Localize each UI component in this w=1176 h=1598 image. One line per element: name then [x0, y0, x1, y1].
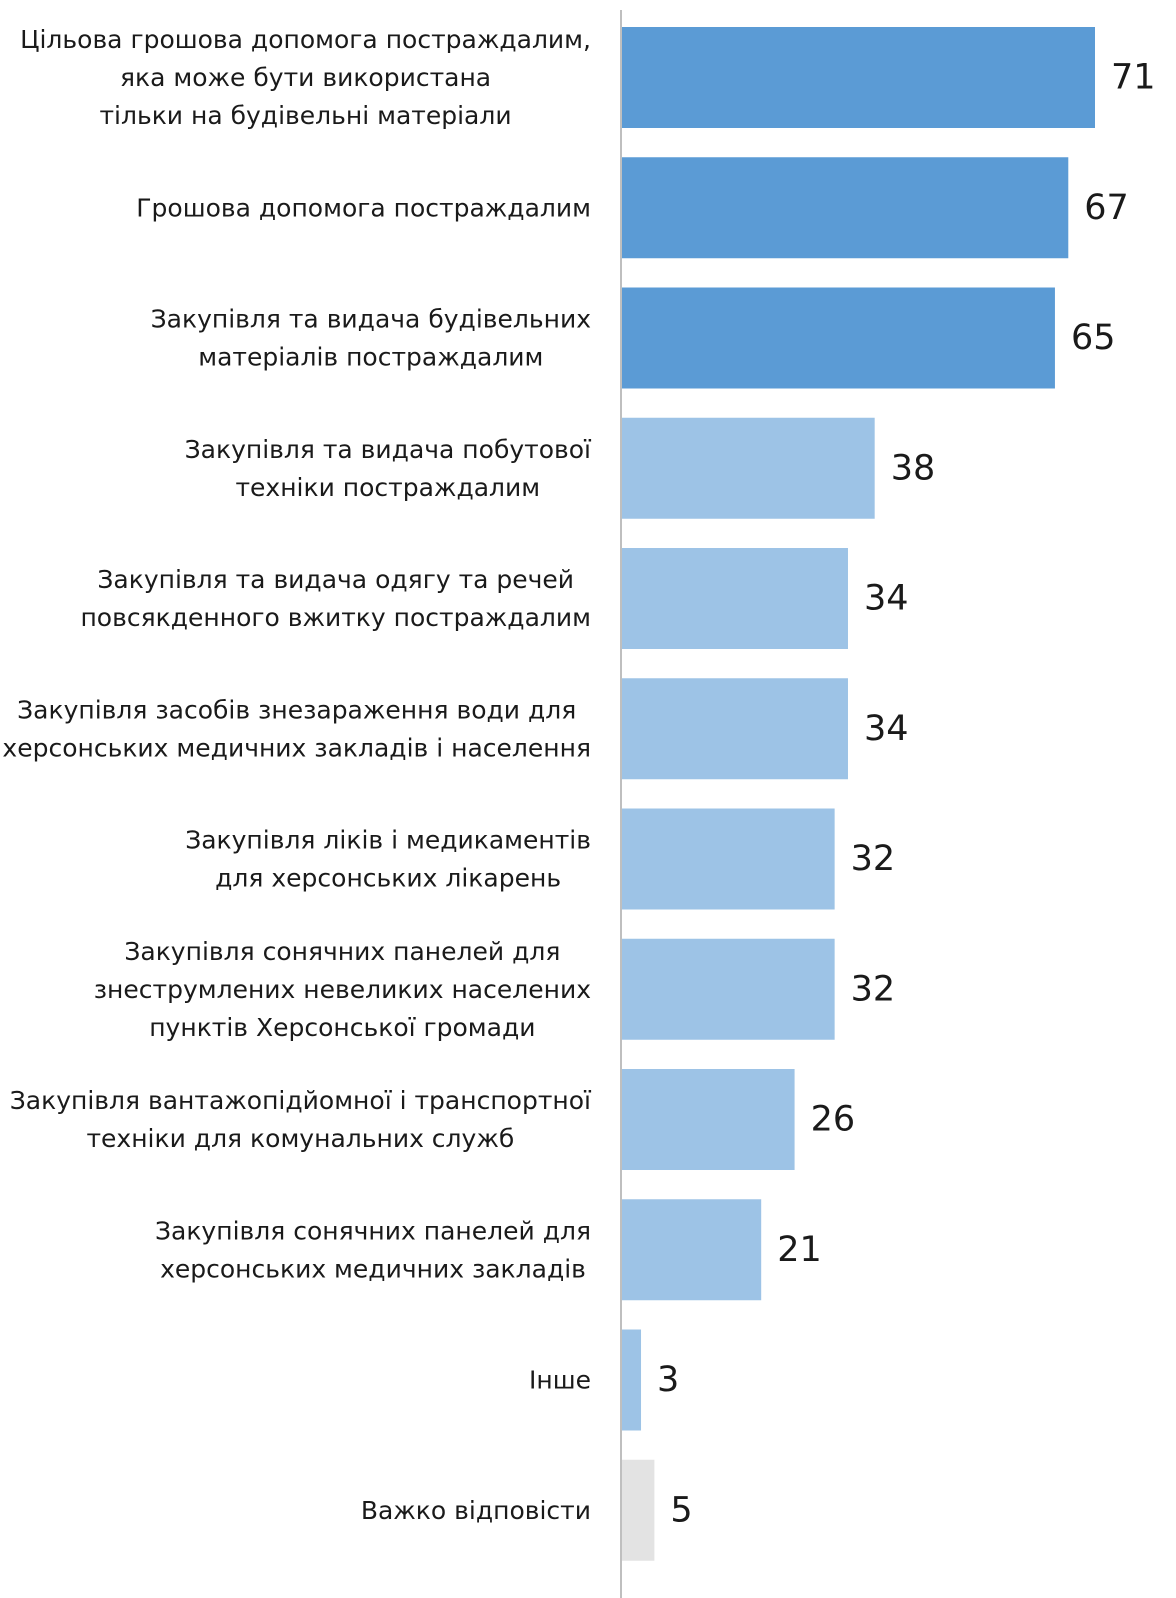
- bar-1: [621, 27, 1095, 128]
- category-label-line: матеріалів постраждалим: [198, 343, 543, 372]
- category-label-line: Закупівля та видача будівельних: [151, 305, 591, 334]
- category-label-line: Закупівля ліків і медикаментів: [185, 826, 591, 855]
- category-label-7: Закупівля ліків і медикаментів для херсон…: [185, 826, 591, 893]
- category-label-line: Грошова допомога постраждалим: [136, 193, 591, 222]
- category-label-line: техніки для комунальних служб: [86, 1124, 514, 1153]
- category-label-line: Важко відповісти: [361, 1496, 591, 1525]
- value-label-5: 34: [864, 579, 909, 619]
- bar-6: [621, 678, 848, 780]
- value-label-6: 34: [864, 709, 909, 749]
- bar-3: [621, 287, 1055, 389]
- value-label-7: 32: [851, 839, 896, 879]
- value-label-10: 21: [777, 1230, 822, 1270]
- category-label-line: Закупівля вантажопідйомної і транспортно…: [10, 1086, 592, 1115]
- bar-7: [621, 808, 835, 910]
- category-label-line: Закупівля засобів знезараження води для: [17, 695, 576, 724]
- bar-4: [621, 417, 875, 519]
- category-label-10: Закупівля сонячних панелей для херсонськи…: [155, 1216, 591, 1283]
- bar-5: [621, 548, 848, 649]
- bar-12: [621, 1459, 655, 1561]
- category-label-line: яка може бути використана: [120, 63, 491, 92]
- bar-8: [621, 938, 835, 1040]
- category-label-line: Закупівля та видача побутової: [185, 435, 592, 464]
- category-label-9: Закупівля вантажопідйомної і транспортно…: [10, 1086, 592, 1153]
- category-label-3: Закупівля та видача будівельних матеріалі…: [151, 305, 591, 372]
- category-label-6: Закупівля засобів знезараження води для х…: [2, 695, 591, 762]
- category-label-line: херсонських медичних закладів і населенн…: [2, 733, 591, 762]
- category-label-line: тільки на будівельні матеріали: [99, 101, 511, 130]
- category-label-line: для херсонських лікарень: [215, 864, 561, 893]
- category-label-line: техніки постраждалим: [235, 473, 540, 502]
- value-label-3: 65: [1071, 318, 1116, 358]
- bars-layer: [621, 27, 1095, 1561]
- value-label-1: 71: [1111, 58, 1156, 98]
- category-label-line: Інше: [529, 1366, 591, 1395]
- bar-11: [621, 1329, 642, 1431]
- category-label-line: Цільова грошова допомога постраждалим,: [20, 25, 591, 54]
- category-label-line: повсякденного вжитку постраждалим: [80, 603, 591, 632]
- category-label-line: знеструмлених невеликих населених: [94, 975, 591, 1004]
- category-label-4: Закупівля та видача побутової техніки пос…: [185, 435, 592, 502]
- value-label-11: 3: [657, 1360, 679, 1400]
- labels-layer: 71 Цільова грошова допомога постраждалим,…: [2, 25, 1155, 1530]
- bar-10: [621, 1199, 762, 1301]
- category-label-line: Закупівля сонячних панелей для: [124, 937, 560, 966]
- bar-9: [621, 1069, 795, 1170]
- category-label-2: Грошова допомога постраждалим: [136, 193, 591, 222]
- value-label-2: 67: [1084, 188, 1129, 228]
- category-label-12: Важко відповісти: [361, 1496, 591, 1525]
- value-label-8: 32: [851, 969, 896, 1009]
- category-label-line: херсонських медичних закладів: [160, 1254, 586, 1283]
- category-label-line: Закупівля сонячних панелей для: [155, 1216, 591, 1245]
- value-label-12: 5: [670, 1490, 692, 1530]
- category-label-5: Закупівля та видача одягу та речей повсяк…: [80, 565, 591, 632]
- value-label-4: 38: [891, 448, 936, 488]
- category-label-11: Інше: [529, 1366, 591, 1395]
- value-label-9: 26: [811, 1100, 856, 1140]
- category-label-line: пунктів Херсонської громади: [149, 1013, 535, 1042]
- category-label-8: Закупівля сонячних панелей для знеструмле…: [94, 937, 591, 1042]
- bar-2: [621, 157, 1069, 259]
- category-label-line: Закупівля та видача одягу та речей: [97, 565, 574, 594]
- category-label-1: Цільова грошова допомога постраждалим, як…: [20, 25, 591, 130]
